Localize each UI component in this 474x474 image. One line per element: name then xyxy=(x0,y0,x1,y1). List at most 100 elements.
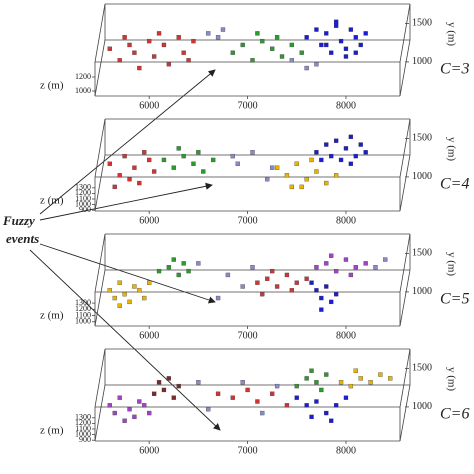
point xyxy=(166,376,172,381)
point xyxy=(324,410,329,416)
y-tick-label: 1500 xyxy=(412,248,432,259)
point xyxy=(314,399,319,404)
point xyxy=(353,35,358,40)
box-edge xyxy=(94,233,106,293)
point xyxy=(329,253,334,258)
y-tick-label: 1500 xyxy=(412,133,432,144)
z-tick-label: 1300 xyxy=(75,298,91,307)
point xyxy=(147,410,152,416)
fuzzy-arrows xyxy=(29,69,221,431)
point xyxy=(240,380,245,385)
point xyxy=(314,380,319,385)
point xyxy=(314,288,319,293)
point xyxy=(255,280,260,285)
y-tick-label: 1000 xyxy=(412,56,432,67)
point xyxy=(142,150,147,155)
point xyxy=(333,292,339,297)
point xyxy=(156,31,162,36)
point xyxy=(186,268,191,274)
point xyxy=(329,153,334,159)
point xyxy=(299,184,304,190)
point xyxy=(348,161,354,166)
point xyxy=(274,383,280,389)
box-edge xyxy=(399,118,411,178)
point xyxy=(206,31,211,36)
point xyxy=(122,35,127,40)
point xyxy=(324,180,329,186)
point xyxy=(348,27,354,32)
point xyxy=(122,292,127,297)
point xyxy=(289,42,295,48)
point xyxy=(181,50,186,55)
point xyxy=(250,150,255,155)
z-tick-label: 1000 xyxy=(75,317,91,326)
box-edge xyxy=(94,154,106,212)
point xyxy=(176,146,181,151)
point xyxy=(171,257,176,262)
point xyxy=(107,288,112,293)
point xyxy=(127,407,132,412)
box-edge xyxy=(399,154,411,212)
point xyxy=(196,150,201,155)
fuzzy-label: events xyxy=(6,231,39,246)
point xyxy=(137,288,142,293)
point xyxy=(333,403,339,408)
point xyxy=(309,368,314,373)
y-tick-label: 1500 xyxy=(412,18,432,29)
point xyxy=(132,50,137,55)
panel-label: C=6 xyxy=(440,406,469,423)
x-tick-label: 6000 xyxy=(139,445,159,456)
point xyxy=(294,395,299,400)
point xyxy=(215,391,221,396)
point xyxy=(383,257,388,262)
point xyxy=(196,261,201,266)
point xyxy=(294,383,299,389)
y-axis-label: y (m) xyxy=(445,137,457,161)
point xyxy=(353,50,358,55)
point xyxy=(137,65,142,71)
point xyxy=(260,410,265,416)
point xyxy=(107,161,112,166)
point xyxy=(230,395,235,400)
point xyxy=(343,395,349,400)
point xyxy=(132,165,137,170)
point xyxy=(112,410,117,416)
point xyxy=(132,414,137,420)
point xyxy=(265,276,270,281)
z-tick-label: 900 xyxy=(79,205,91,214)
point xyxy=(319,157,324,163)
point xyxy=(142,295,147,301)
point xyxy=(333,268,339,274)
point xyxy=(235,161,240,166)
point xyxy=(338,157,344,163)
point xyxy=(181,261,186,266)
point xyxy=(250,265,255,270)
point xyxy=(348,134,354,140)
point xyxy=(176,272,181,278)
point xyxy=(245,387,250,393)
point xyxy=(176,35,181,40)
point xyxy=(122,418,127,423)
point xyxy=(270,391,275,396)
z-tick-label: 1300 xyxy=(75,183,91,192)
point xyxy=(260,38,265,44)
point xyxy=(304,376,309,381)
box-edge xyxy=(94,3,106,63)
point xyxy=(117,173,122,178)
point xyxy=(147,157,152,163)
point xyxy=(309,157,314,163)
point xyxy=(329,418,334,423)
point xyxy=(314,62,319,67)
point xyxy=(260,292,265,297)
point xyxy=(274,165,280,170)
box-edge xyxy=(94,39,106,97)
point xyxy=(270,46,275,51)
point xyxy=(240,284,245,289)
point xyxy=(112,295,117,301)
point xyxy=(191,38,196,44)
point xyxy=(353,368,358,373)
point xyxy=(210,157,216,163)
x-tick-label: 8000 xyxy=(336,330,356,341)
x-tick-label: 8000 xyxy=(336,445,356,456)
point xyxy=(279,54,285,59)
